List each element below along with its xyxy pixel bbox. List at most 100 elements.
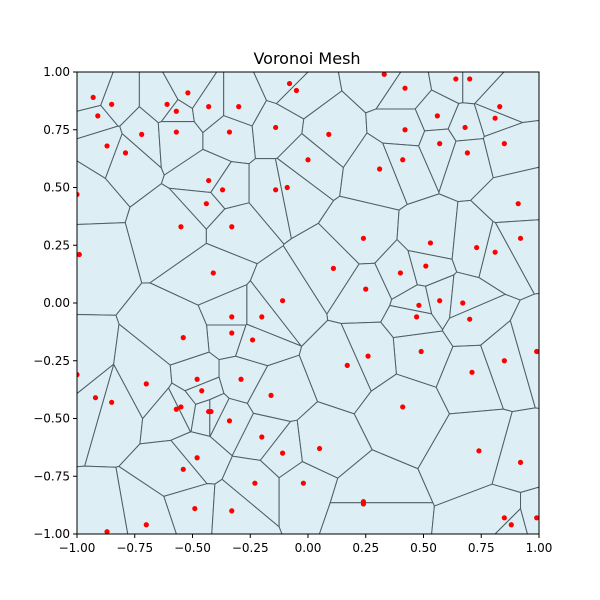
x-tick-label: 0.50 (410, 541, 437, 555)
x-tick-label: −0.25 (232, 541, 269, 555)
seed-point (397, 270, 403, 276)
seed-point (293, 87, 300, 94)
y-tick-label: −0.25 (33, 354, 70, 368)
seed-point (77, 251, 82, 258)
seed-point (219, 187, 226, 193)
seed-point (418, 348, 424, 355)
seed-point (210, 270, 216, 276)
seed-point (469, 369, 475, 375)
y-tick-label: 0.75 (43, 123, 70, 137)
voronoi-cell (520, 486, 539, 534)
seed-points (77, 72, 539, 534)
seed-point (344, 362, 350, 368)
seed-point (416, 302, 422, 308)
seed-point (77, 191, 80, 198)
seed-point (474, 244, 480, 251)
x-axis: −1.00 −0.75 −0.50 −0.25 0.00 0.25 0.50 0.75 1.00 (59, 534, 553, 555)
seed-point (492, 115, 498, 121)
seed-point (122, 150, 129, 156)
seed-point (268, 392, 274, 398)
seed-point (381, 72, 387, 77)
seed-point (467, 76, 473, 82)
seed-point (259, 434, 265, 440)
seed-point (194, 455, 200, 461)
seed-point (185, 90, 191, 96)
seed-point (515, 201, 521, 207)
seed-point (305, 157, 311, 163)
seed-point (180, 335, 186, 341)
seed-point (437, 141, 443, 147)
seed-point (104, 143, 110, 149)
x-tick-label: −1.00 (59, 541, 96, 555)
seed-point (467, 316, 473, 322)
seed-point (326, 131, 332, 137)
x-tick-label: 0.25 (352, 541, 379, 555)
seed-point (501, 515, 507, 521)
seed-point (363, 286, 369, 292)
seed-point (249, 337, 256, 343)
seed-point (104, 529, 110, 534)
seed-point (279, 450, 286, 456)
seed-point (226, 129, 233, 135)
seed-point (164, 101, 170, 107)
seed-point (199, 388, 205, 394)
seed-point (400, 157, 406, 163)
seed-point (284, 184, 290, 191)
x-tick-label: −0.75 (116, 541, 153, 555)
seed-point (492, 249, 498, 255)
seed-point (360, 235, 367, 241)
seed-point (229, 508, 235, 514)
seed-point (173, 129, 179, 135)
seed-point (208, 408, 214, 415)
seed-point (109, 101, 115, 107)
seed-point (180, 466, 186, 472)
seed-point (497, 104, 503, 110)
seed-point (534, 515, 539, 521)
seed-point (143, 381, 149, 387)
seed-point (434, 113, 440, 119)
x-tick-label: 1.00 (526, 541, 553, 555)
seed-point (143, 522, 149, 528)
voronoi-cells (77, 72, 539, 534)
seed-point (316, 445, 323, 452)
seed-point (462, 124, 468, 131)
seed-point (453, 76, 459, 82)
seed-point (501, 141, 507, 147)
x-tick-label: 0.75 (468, 541, 495, 555)
x-tick-label: −0.50 (174, 541, 211, 555)
seed-point (423, 263, 429, 269)
seed-point (534, 348, 539, 355)
seed-point (273, 187, 279, 193)
voronoi-cell (211, 478, 283, 534)
seed-point (360, 501, 367, 507)
seed-point (95, 113, 101, 119)
voronoi-cell (318, 502, 435, 534)
seed-point (286, 80, 293, 87)
seed-point (139, 131, 145, 137)
seed-point (178, 224, 184, 230)
y-axis: −1.00 −0.75 −0.50 −0.25 0.00 0.25 0.50 0.75 1.00 (33, 65, 77, 541)
seed-point (273, 124, 279, 131)
seed-point (413, 314, 420, 320)
seed-point (300, 480, 306, 486)
y-tick-label: −0.75 (33, 469, 70, 483)
seed-point (365, 353, 371, 359)
seed-point (279, 298, 286, 304)
seed-point (236, 104, 242, 110)
seed-point (206, 177, 212, 184)
seed-point (194, 376, 200, 382)
seed-point (330, 265, 337, 271)
seed-point (109, 399, 115, 405)
seed-point (178, 404, 184, 410)
seed-point (206, 104, 212, 110)
seed-point (173, 108, 179, 114)
seed-point (427, 240, 434, 246)
seed-point (460, 300, 466, 306)
seed-point (517, 459, 524, 465)
seed-point (517, 235, 524, 241)
seed-point (229, 224, 235, 230)
seed-point (464, 150, 470, 156)
x-tick-label: 0.00 (295, 541, 322, 555)
y-tick-label: −0.50 (33, 412, 70, 426)
